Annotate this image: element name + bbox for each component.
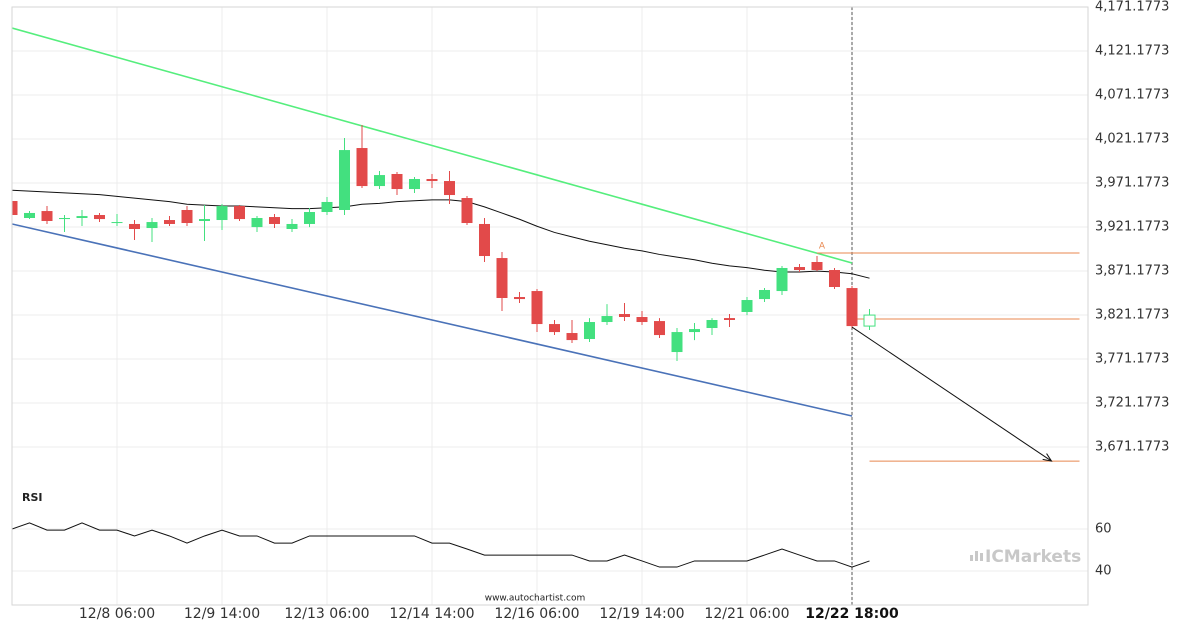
y-tick-label: 4,121.1773 [1095, 43, 1169, 58]
rsi-line [12, 522, 870, 568]
candle-body [846, 288, 858, 327]
watermark-icon [970, 555, 973, 561]
rsi-tick-label: 40 [1095, 564, 1112, 579]
y-tick-label: 3,921.1773 [1095, 219, 1169, 234]
annotation: A [819, 242, 826, 252]
candle-body [164, 220, 175, 224]
candle-body [461, 198, 473, 224]
candle-body [479, 223, 490, 257]
projection-arrowhead [1042, 453, 1053, 462]
candle-body [636, 317, 648, 323]
candle-body [724, 318, 735, 320]
x-tick-label: 12/16 06:00 [494, 606, 579, 622]
y-tick-label: 3,821.1773 [1095, 308, 1169, 323]
y-tick-label: 4,171.1773 [1095, 0, 1169, 14]
candle-body [601, 316, 613, 323]
candle-body [811, 262, 823, 271]
candle-body [94, 215, 105, 220]
candle-body [286, 223, 298, 229]
candle-body [391, 173, 403, 190]
watermark: ICMarkets [985, 547, 1081, 567]
y-tick-label: 4,021.1773 [1095, 131, 1169, 146]
candle-body [216, 206, 228, 221]
candle-body [619, 314, 630, 318]
candle-body [689, 329, 700, 333]
channel-line [12, 223, 853, 417]
candle-body [566, 333, 578, 341]
y-tick-label: 3,771.1773 [1095, 352, 1169, 367]
candle-body [514, 297, 525, 300]
candle-body [111, 222, 123, 224]
x-tick-label: 12/14 14:00 [389, 606, 474, 622]
candle-body [794, 267, 805, 271]
y-tick-label: 3,721.1773 [1095, 396, 1169, 411]
candle-body [549, 324, 560, 333]
candle-body [59, 217, 70, 220]
candle-body [181, 209, 193, 224]
candle-body [12, 201, 18, 216]
y-tick-label: 4,071.1773 [1095, 87, 1169, 102]
candle-body [706, 320, 718, 329]
x-tick-label: 12/8 06:00 [79, 606, 155, 622]
candle-body [759, 289, 770, 300]
y-tick-label: 3,671.1773 [1095, 440, 1169, 455]
x-tick-label: 12/21 06:00 [704, 606, 789, 622]
candle-body [321, 201, 333, 213]
candle-body [374, 175, 385, 187]
x-tick-label: 12/19 14:00 [599, 606, 684, 622]
plot-border [11, 6, 1089, 606]
source-text: www.autochartist.com [485, 594, 586, 604]
candle-body [496, 258, 508, 298]
candle-body [146, 222, 158, 229]
watermark-icon [975, 551, 978, 561]
rsi-tick-label: 60 [1095, 522, 1112, 537]
candle-body [863, 314, 876, 327]
candle-body [199, 219, 210, 221]
candle-body [356, 148, 368, 187]
candle-body [776, 267, 788, 292]
candle-body [671, 332, 683, 353]
candle-body [426, 179, 438, 182]
candle-body [444, 181, 455, 196]
candle-body [269, 217, 280, 224]
candle-body [251, 217, 263, 228]
candle-body [531, 291, 543, 325]
axes: 4,171.1773 4,121.1773 4,071.1773 4,021.1773… [79, 0, 1170, 622]
channel-line [12, 27, 853, 264]
candle-body [829, 270, 840, 287]
x-tick-label: 12/9 14:00 [184, 606, 260, 622]
x-tick-label: 12/13 06:00 [284, 606, 369, 622]
watermark-icon [980, 553, 983, 561]
y-tick-label: 3,971.1773 [1095, 175, 1169, 190]
candle-body [741, 300, 753, 312]
rsi-title: RSI [22, 491, 43, 504]
moving-average [12, 189, 870, 279]
candle-body [76, 216, 88, 218]
grid [12, 6, 1088, 605]
candle-body [234, 206, 245, 220]
candle-body [409, 179, 420, 190]
candle-body [24, 212, 35, 218]
candle-body [339, 150, 350, 210]
y-tick-label: 3,871.1773 [1095, 263, 1169, 278]
candle-body [129, 223, 140, 229]
x-tick-label: 12/22 18:00 [805, 606, 899, 622]
candle-body [654, 321, 665, 336]
candle-body [304, 212, 315, 224]
plot-area: A [12, 7, 1080, 605]
candle-body [584, 322, 595, 340]
candle-body [41, 211, 53, 221]
projection-line [851, 326, 1052, 462]
